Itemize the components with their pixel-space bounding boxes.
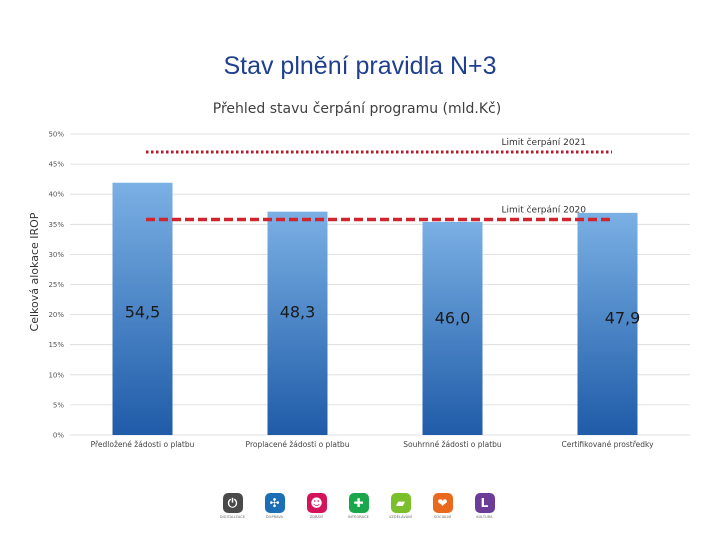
- category-label: Souhrnné žádosti o platbu: [403, 440, 502, 449]
- category-label: Proplacené žádosti o platbu: [246, 440, 350, 449]
- person-icon: ☻: [306, 493, 327, 513]
- y-tick-label: 40%: [48, 191, 64, 199]
- data-label: 54,5: [125, 303, 161, 322]
- program-logo: ✚ INTEGRACE: [344, 493, 373, 522]
- limit-label: Limit čerpání 2020: [501, 204, 586, 215]
- data-label: 46,0: [435, 309, 471, 328]
- program-logo: ▰ VZDĚLÁVÁNÍ: [386, 493, 415, 522]
- category-label: Certifikované prostředky: [561, 440, 654, 449]
- logo-caption: DOPRAVA: [265, 515, 284, 519]
- logo-caption: VZDĚLÁVÁNÍ: [388, 515, 413, 519]
- logo-caption: DIGITALIZACE: [219, 515, 246, 519]
- bar: [577, 212, 638, 435]
- bar: [422, 221, 483, 435]
- y-tick-label: 30%: [48, 251, 64, 259]
- program-logo: ⏻ DIGITALIZACE: [218, 493, 247, 522]
- data-label: 48,3: [280, 303, 316, 322]
- bar: [267, 211, 328, 435]
- slide-title: Stav plnění pravidla N+3: [223, 52, 497, 80]
- y-tick-label: 15%: [48, 341, 64, 349]
- program-logo: ❤ SOCIÁLNÍ: [428, 493, 457, 522]
- limit-label: Limit čerpání 2021: [501, 137, 586, 148]
- chart-title: Přehled stavu čerpání programu (mld.Kč): [213, 101, 501, 117]
- y-tick-label: 50%: [48, 131, 64, 139]
- program-logo: ✣ DOPRAVA: [260, 493, 289, 522]
- category-label: Předložené žádosti o platbu: [91, 440, 195, 449]
- book-icon: ▰: [390, 493, 411, 513]
- y-tick-label: 45%: [48, 161, 64, 169]
- y-axis-label: Celková alokace IROP: [28, 212, 41, 331]
- network-icon: ✣: [264, 493, 285, 513]
- y-tick-label: 35%: [48, 221, 64, 229]
- y-tick-label: 0%: [53, 432, 64, 440]
- y-tick-label: 25%: [48, 281, 64, 289]
- program-logos: ⏻ DIGITALIZACE ✣ DOPRAVA ☻ ZDRAVÍ ✚ INTEGRACE ▰ V…: [218, 493, 499, 523]
- power-icon: ⏻: [222, 493, 243, 513]
- y-tick-label: 20%: [48, 311, 64, 319]
- letter-l-icon: L: [474, 493, 495, 513]
- logo-caption: INTEGRACE: [348, 515, 369, 519]
- program-logo: L KULTURA: [470, 493, 499, 522]
- logo-caption: SOCIÁLNÍ: [433, 515, 452, 519]
- data-label: 47,9: [605, 309, 641, 328]
- plus-icon: ✚: [348, 493, 369, 513]
- logo-caption: ZDRAVÍ: [309, 515, 324, 519]
- bar: [112, 182, 173, 435]
- y-tick-label: 5%: [53, 401, 64, 409]
- heart-icon: ❤: [432, 493, 453, 513]
- program-logo: ☻ ZDRAVÍ: [302, 493, 331, 522]
- y-tick-label: 10%: [48, 371, 64, 379]
- logo-caption: KULTURA: [476, 515, 493, 519]
